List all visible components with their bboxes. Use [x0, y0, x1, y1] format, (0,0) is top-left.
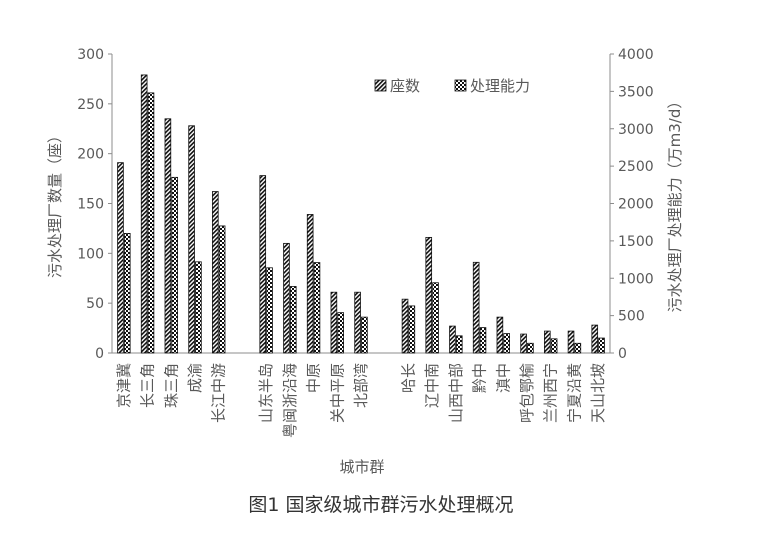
- y2-tick-label: 500: [618, 309, 645, 325]
- bar-处理能力: [455, 335, 463, 354]
- y2-tick-label: 3500: [618, 84, 654, 100]
- x-tick-label: 山西中部: [447, 363, 465, 423]
- bar-处理能力: [432, 282, 439, 354]
- bar-处理能力: [171, 176, 178, 354]
- y-tick-label: 50: [86, 296, 104, 312]
- y-tick-label: 0: [95, 346, 104, 362]
- y2-tick-label: 1000: [618, 271, 654, 287]
- legend-label: 座数: [390, 77, 420, 95]
- bar-处理能力: [408, 305, 416, 354]
- bar-处理能力: [147, 92, 155, 354]
- x-tick-label: 山东半岛: [257, 363, 275, 423]
- bar-处理能力: [337, 312, 344, 354]
- bar-处理能力: [479, 327, 487, 354]
- x-tick-label: 黔中: [471, 363, 489, 393]
- bar-座数: [496, 316, 504, 354]
- bar-座数: [520, 333, 527, 354]
- bar-座数: [330, 291, 338, 354]
- bar-处理能力: [550, 338, 558, 354]
- bar-座数: [591, 324, 599, 354]
- x-tick-label: 京津冀: [115, 363, 133, 408]
- bar-座数: [354, 291, 361, 354]
- legend-swatch: [374, 79, 387, 92]
- y-axis-title: 污水处理厂数量（座）: [46, 128, 64, 278]
- bar-处理能力: [598, 337, 605, 354]
- x-tick-labels: 京津冀 长三角 珠三角 成渝 长江中游 山东半岛 粤闽浙沿海 中原 关中平原 北部湾 哈长 辽中南 山西…: [115, 363, 607, 438]
- bar-座数: [188, 125, 195, 354]
- bar-处理能力: [313, 262, 321, 354]
- bars: [117, 74, 605, 354]
- x-tick-label: 哈长: [399, 363, 417, 393]
- y-tick-label: 200: [77, 147, 104, 163]
- y-tick-label: 250: [77, 97, 104, 113]
- x-tick-label: 兰州西宁: [542, 363, 560, 423]
- bar-处理能力: [527, 342, 534, 354]
- x-tick-label: 宁夏沿黄: [565, 363, 583, 423]
- bar-座数: [259, 175, 267, 354]
- legend: 座数 处理能力: [374, 77, 530, 95]
- bar-处理能力: [574, 342, 582, 354]
- bar-处理能力: [266, 267, 273, 354]
- y2-tick-label: 2000: [618, 197, 654, 213]
- legend-label: 处理能力: [470, 77, 530, 95]
- x-tick-label: 粤闽浙沿海: [281, 363, 299, 438]
- bar-座数: [283, 242, 290, 354]
- bar-座数: [117, 162, 124, 354]
- bar-座数: [449, 325, 456, 354]
- x-tick-label: 呼包鄂榆: [518, 363, 536, 423]
- bar-处理能力: [123, 232, 131, 354]
- figure-caption: 图1 国家级城市群污水处理概况: [248, 494, 514, 516]
- x-tick-label: 北部湾: [352, 363, 370, 408]
- bar-座数: [567, 330, 575, 354]
- y2-tick-label: 3000: [618, 122, 654, 138]
- y2-tick-label: 0: [618, 346, 627, 362]
- y2-tick-label: 2500: [618, 159, 654, 175]
- axes: 0501001502002503000500100015002000250030…: [77, 47, 653, 362]
- y-tick-label: 100: [77, 246, 104, 262]
- x-tick-label: 成渝: [186, 363, 204, 393]
- bar-座数: [425, 236, 433, 354]
- x-tick-label: 辽中南: [423, 363, 441, 408]
- x-tick-label: 中原: [305, 363, 323, 393]
- legend-swatch: [454, 79, 467, 92]
- y2-tick-label: 4000: [618, 47, 654, 63]
- x-tick-label: 长江中游: [210, 363, 228, 423]
- bar-处理能力: [503, 333, 510, 354]
- x-tick-label: 天山北坡: [589, 363, 607, 423]
- bar-座数: [472, 261, 480, 354]
- bar-处理能力: [218, 225, 226, 354]
- y-tick-label: 150: [77, 197, 104, 213]
- bar-处理能力: [195, 261, 202, 354]
- x-tick-label: 长三角: [139, 363, 157, 408]
- x-tick-label: 滇中: [494, 363, 512, 393]
- bar-座数: [401, 298, 409, 354]
- x-tick-label: 关中平原: [328, 363, 346, 423]
- bar-处理能力: [289, 286, 297, 354]
- y-tick-label: 300: [77, 47, 104, 63]
- bar-座数: [140, 74, 148, 354]
- bar-座数: [212, 191, 219, 354]
- bar-座数: [164, 118, 172, 354]
- x-tick-label: 珠三角: [162, 363, 180, 408]
- bar-处理能力: [361, 316, 368, 354]
- x-axis-title: 城市群: [339, 458, 384, 476]
- y2-tick-label: 1500: [618, 234, 654, 250]
- bar-座数: [544, 330, 551, 354]
- bar-座数: [306, 214, 314, 354]
- y2-axis-title: 污水处理厂处理能力（万m3/d）: [666, 94, 684, 313]
